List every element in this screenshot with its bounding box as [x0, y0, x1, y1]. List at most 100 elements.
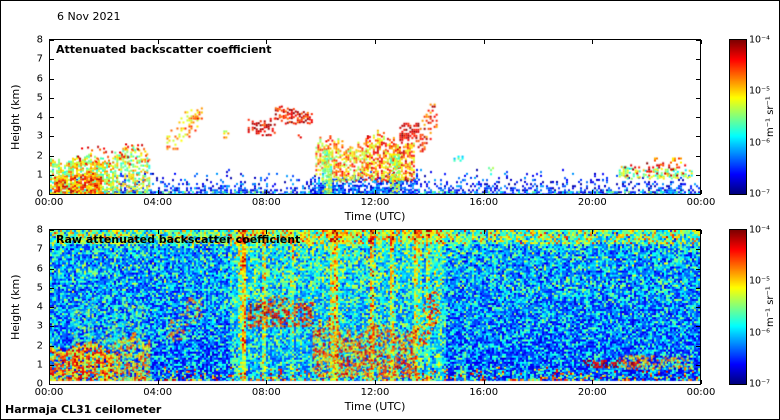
- y-tick-mark: [50, 287, 54, 289]
- colorbar-tick-label: 10⁻⁶: [749, 137, 770, 149]
- x-tick-label: 20:00: [577, 197, 607, 208]
- x-tick-mark: [266, 230, 268, 234]
- y-tick-mark: [50, 249, 54, 251]
- x-tick-mark: [375, 380, 376, 384]
- x-tick-mark: [592, 40, 594, 44]
- plot-title: Raw attenuated backscatter coefficient: [56, 233, 301, 246]
- x-tick-mark: [157, 380, 159, 384]
- y-tick-mark: [696, 117, 700, 118]
- y-tick-mark: [696, 345, 700, 347]
- y-tick-label: 7: [36, 243, 43, 255]
- y-tick-label: 2: [36, 340, 43, 351]
- x-tick-mark: [592, 230, 594, 234]
- y-tick-mark: [696, 230, 700, 231]
- y-tick-mark: [50, 40, 54, 41]
- x-tick-mark: [701, 190, 702, 194]
- y-tick-label: 8: [36, 34, 43, 46]
- y-tick-label: 6: [36, 263, 43, 274]
- x-tick-label: 04:00: [143, 387, 173, 398]
- y-tick-label: 0: [36, 378, 43, 390]
- y-tick-mark: [50, 117, 54, 118]
- x-tick-mark: [701, 380, 702, 384]
- y-axis-ticks: 0 1 2 3 4 5 6 7 8: [29, 225, 45, 390]
- x-tick-mark: [483, 40, 485, 44]
- y-tick-mark: [50, 384, 54, 385]
- colorbar-unit-label: m⁻¹ sr⁻¹: [765, 286, 776, 328]
- x-tick-label: 04:00: [143, 197, 173, 208]
- y-tick-mark: [696, 364, 700, 366]
- y-tick-label: 1: [36, 359, 43, 371]
- x-tick-label: 08:00: [251, 197, 281, 208]
- colorbar: [729, 39, 747, 195]
- x-tick-label: 16:00: [469, 387, 499, 398]
- x-axis-label: Time (UTC): [344, 400, 406, 413]
- colorbar-tick-label: 10⁻⁷: [749, 378, 770, 390]
- y-tick-mark: [696, 194, 700, 195]
- x-axis-ticks: 00:00 04:00 08:00 12:00 16:00 20:00 00:00: [35, 197, 716, 209]
- x-tick-mark: [157, 230, 159, 234]
- y-tick-mark: [50, 230, 54, 231]
- y-tick-mark: [696, 384, 700, 385]
- y-axis-ticks: 0 1 2 3 4 5 6 7 8: [29, 35, 45, 200]
- x-tick-label: 00:00: [34, 387, 64, 398]
- y-tick-mark: [696, 40, 700, 41]
- panel-raw-backscatter: Height (km) 0 1 2 3 4 5 6 7 8 Raw attenuated bac…: [1, 225, 779, 419]
- raw-backscatter-heatmap-canvas: [50, 230, 700, 384]
- y-tick-mark: [50, 345, 54, 347]
- x-tick-mark: [49, 40, 50, 44]
- colorbar-tick-label: 10⁻⁶: [749, 327, 770, 339]
- colorbar-tick-label: 10⁻⁵: [749, 85, 770, 97]
- x-tick-label: 12:00: [360, 197, 390, 208]
- y-tick-label: 3: [36, 130, 43, 142]
- y-tick-label: 3: [36, 320, 43, 332]
- y-tick-label: 6: [36, 73, 43, 84]
- x-tick-mark: [592, 190, 594, 194]
- x-tick-label: 16:00: [469, 197, 499, 208]
- y-tick-mark: [696, 307, 700, 308]
- x-tick-label: 20:00: [577, 387, 607, 398]
- y-tick-mark: [50, 307, 54, 308]
- colorbar-tick-label: 10⁻⁵: [749, 275, 770, 287]
- x-tick-mark: [266, 380, 268, 384]
- colorbar-tick-label: 10⁻⁷: [749, 188, 770, 200]
- x-tick-mark: [49, 380, 50, 384]
- y-tick-mark: [50, 59, 54, 61]
- instrument-label: Harmaja CL31 ceilometer: [5, 403, 162, 416]
- x-tick-mark: [483, 230, 485, 234]
- plot-area: Attenuated backscatter coefficient: [49, 39, 702, 195]
- colorbar-canvas: [730, 40, 746, 194]
- y-tick-mark: [696, 268, 700, 270]
- x-tick-mark: [49, 190, 50, 194]
- panel-attenuated-backscatter: Height (km) 0 1 2 3 4 5 6 7 8 Attenuated backsca…: [1, 35, 779, 239]
- y-tick-label: 7: [36, 53, 43, 65]
- x-tick-mark: [701, 230, 702, 234]
- x-tick-mark: [483, 190, 485, 194]
- y-tick-mark: [50, 78, 54, 80]
- y-tick-label: 4: [36, 301, 43, 313]
- y-tick-mark: [50, 136, 54, 138]
- y-tick-mark: [696, 326, 700, 328]
- colorbar-tick-labels: 10⁻⁴ 10⁻⁵ 10⁻⁶ 10⁻⁷: [749, 225, 775, 390]
- colorbar: [729, 229, 747, 385]
- x-axis-label: Time (UTC): [344, 210, 406, 223]
- y-tick-mark: [696, 136, 700, 138]
- y-tick-mark: [50, 364, 54, 366]
- y-tick-mark: [50, 174, 54, 176]
- y-tick-mark: [50, 97, 54, 99]
- x-tick-label: 00:00: [686, 387, 716, 398]
- y-tick-label: 5: [36, 92, 43, 104]
- x-tick-mark: [157, 190, 159, 194]
- x-tick-label: 00:00: [34, 197, 64, 208]
- x-tick-label: 00:00: [686, 197, 716, 208]
- backscatter-heatmap-canvas: [50, 40, 700, 194]
- x-axis-ticks: 00:00 04:00 08:00 12:00 16:00 20:00 00:00: [35, 387, 716, 399]
- y-axis-label: Height (km): [9, 84, 22, 150]
- y-tick-mark: [696, 249, 700, 251]
- y-tick-mark: [50, 155, 54, 157]
- y-tick-mark: [50, 326, 54, 328]
- y-tick-label: 0: [36, 188, 43, 200]
- y-tick-mark: [696, 287, 700, 289]
- colorbar-tick-label: 10⁻⁴: [749, 34, 770, 46]
- y-tick-mark: [696, 97, 700, 99]
